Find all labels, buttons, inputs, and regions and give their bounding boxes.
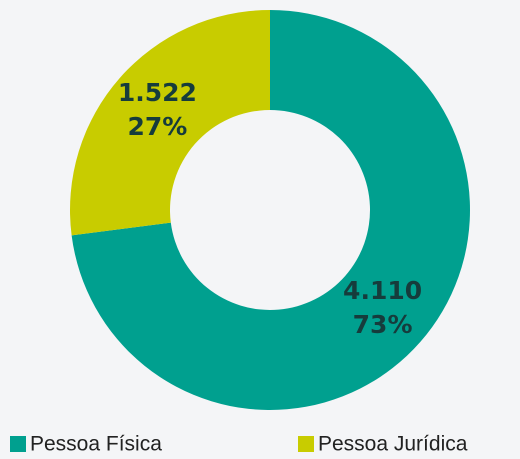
percent-label: 27% (127, 112, 187, 141)
legend-label: Pessoa Jurídica (318, 433, 468, 456)
donut-slice (69, 10, 270, 236)
legend-swatch (298, 436, 314, 452)
percent-label: 73% (353, 310, 413, 339)
donut-slice (71, 10, 470, 410)
value-label: 1.522 (118, 78, 197, 107)
value-label: 4.110 (343, 276, 422, 305)
legend-swatch (10, 436, 26, 452)
legend-label: Pessoa Física (30, 433, 162, 456)
